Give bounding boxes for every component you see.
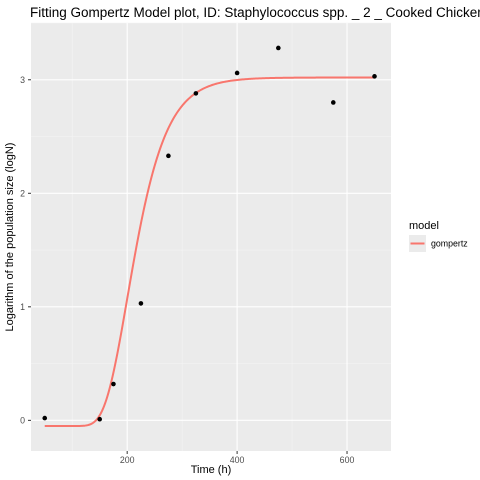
y-tick-label: 1 bbox=[20, 302, 25, 312]
legend-title: model bbox=[409, 220, 439, 232]
y-axis-ticks: 0 1 2 3 bbox=[20, 75, 31, 425]
x-tick-label: 400 bbox=[230, 455, 245, 465]
data-point bbox=[330, 100, 336, 105]
x-tick-label: 600 bbox=[340, 455, 355, 465]
data-point bbox=[234, 70, 240, 76]
y-tick-label: 2 bbox=[20, 188, 25, 198]
y-axis-title: Logarithm of the population size (logN) bbox=[4, 143, 16, 332]
data-point bbox=[166, 153, 171, 159]
chart-title: Fitting Gompertz Model plot, ID: Staphyl… bbox=[30, 5, 480, 20]
data-points bbox=[42, 45, 377, 422]
gompertz-curve bbox=[44, 76, 375, 428]
data-point bbox=[372, 74, 377, 79]
y-tick-label: 3 bbox=[20, 75, 25, 85]
data-point bbox=[111, 381, 116, 387]
y-tick-label: 0 bbox=[20, 415, 25, 425]
plot-panel bbox=[31, 23, 391, 451]
data-point bbox=[193, 91, 199, 96]
minor-gridlines bbox=[31, 22, 391, 451]
x-axis-title: Time (h) bbox=[191, 464, 232, 476]
data-point bbox=[97, 416, 103, 422]
data-point bbox=[276, 45, 281, 51]
x-tick-label: 200 bbox=[120, 455, 135, 465]
gompertz-curve-layer bbox=[44, 76, 375, 428]
legend-label-gompertz: gompertz bbox=[431, 239, 468, 249]
x-axis-ticks: 200 400 600 bbox=[120, 451, 355, 465]
major-gridlines bbox=[31, 23, 391, 451]
data-point bbox=[138, 301, 144, 306]
legend: model gompertz bbox=[409, 220, 468, 252]
data-point bbox=[42, 415, 48, 421]
